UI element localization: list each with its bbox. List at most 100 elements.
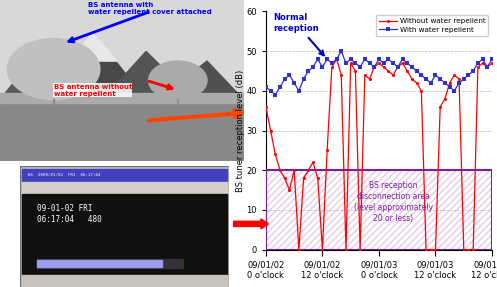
With water repellent xyxy=(362,57,368,61)
Polygon shape xyxy=(102,51,195,100)
With water repellent xyxy=(423,77,429,81)
With water repellent xyxy=(277,85,283,89)
With water repellent xyxy=(414,69,419,73)
Without water repellent xyxy=(286,189,292,192)
Without water repellent xyxy=(432,248,438,251)
With water repellent xyxy=(489,57,495,61)
With water repellent xyxy=(395,65,401,69)
Polygon shape xyxy=(158,61,244,100)
Without water repellent xyxy=(367,77,373,81)
With water repellent xyxy=(291,81,297,85)
Bar xyxy=(0,0,244,100)
Text: Normal
reception: Normal reception xyxy=(273,13,324,55)
With water repellent xyxy=(432,73,438,77)
Polygon shape xyxy=(0,45,92,100)
Bar xyxy=(266,170,492,250)
Bar xyxy=(266,170,492,250)
Without water repellent xyxy=(282,177,288,180)
Y-axis label: BS tuner reception level (dB): BS tuner reception level (dB) xyxy=(236,69,245,192)
With water repellent xyxy=(320,65,326,69)
Without water repellent xyxy=(324,149,330,152)
With water repellent xyxy=(348,57,354,61)
With water repellent xyxy=(475,61,481,65)
Without water repellent xyxy=(272,153,278,156)
With water repellent xyxy=(447,85,453,89)
Without water repellent xyxy=(480,61,486,65)
Without water repellent xyxy=(395,65,401,69)
Bar xyxy=(22,169,227,181)
With water repellent xyxy=(333,57,339,61)
Without water repellent xyxy=(357,248,363,251)
Bar xyxy=(22,182,227,193)
With water repellent xyxy=(442,81,448,85)
With water repellent xyxy=(470,69,476,73)
With water repellent xyxy=(343,61,349,65)
With water repellent xyxy=(437,77,443,81)
Line: With water repellent: With water repellent xyxy=(264,50,494,96)
Without water repellent xyxy=(315,177,321,180)
With water repellent xyxy=(480,57,486,61)
Without water repellent xyxy=(451,73,457,77)
With water repellent xyxy=(338,49,344,53)
Without water repellent xyxy=(338,73,344,77)
With water repellent xyxy=(357,65,363,69)
Circle shape xyxy=(7,38,100,100)
Without water repellent xyxy=(348,61,354,65)
With water repellent xyxy=(296,89,302,93)
With water repellent xyxy=(390,61,396,65)
Without water repellent xyxy=(456,77,462,81)
Without water repellent xyxy=(333,57,339,61)
Circle shape xyxy=(149,61,207,100)
With water repellent xyxy=(371,65,377,69)
With water repellent xyxy=(315,57,321,61)
Without water repellent xyxy=(329,65,335,69)
Without water repellent xyxy=(418,89,424,93)
Line: Without water repellent: Without water repellent xyxy=(264,58,494,251)
Without water repellent xyxy=(466,248,472,251)
Without water repellent xyxy=(320,248,326,251)
Text: BS antenna without
water repellent: BS antenna without water repellent xyxy=(54,84,132,96)
Without water repellent xyxy=(385,69,391,73)
With water repellent xyxy=(324,57,330,61)
Without water repellent xyxy=(310,161,316,164)
Without water repellent xyxy=(437,105,443,108)
Without water repellent xyxy=(371,65,377,69)
Text: 06:17:04   480: 06:17:04 480 xyxy=(37,215,101,224)
Bar xyxy=(22,275,227,287)
With water repellent xyxy=(409,65,415,69)
Without water repellent xyxy=(475,65,481,69)
With water repellent xyxy=(428,81,434,85)
With water repellent xyxy=(385,57,391,61)
With water repellent xyxy=(381,61,387,65)
Bar xyxy=(0,93,244,103)
With water repellent xyxy=(310,65,316,69)
With water repellent xyxy=(352,61,358,65)
Text: BS  2009/01/02  FRI  06:17:04: BS 2009/01/02 FRI 06:17:04 xyxy=(28,173,101,177)
With water repellent xyxy=(272,93,278,97)
Without water repellent xyxy=(376,61,382,65)
With water repellent xyxy=(263,85,269,89)
Bar xyxy=(0,96,244,161)
With water repellent xyxy=(418,73,424,77)
Without water repellent xyxy=(263,105,269,108)
Without water repellent xyxy=(470,248,476,251)
With water repellent xyxy=(286,73,292,77)
Without water repellent xyxy=(381,65,387,69)
Without water repellent xyxy=(489,61,495,65)
Without water repellent xyxy=(423,248,429,251)
FancyBboxPatch shape xyxy=(20,166,229,287)
Polygon shape xyxy=(37,32,146,100)
With water repellent xyxy=(400,57,406,61)
With water repellent xyxy=(301,77,307,81)
Without water repellent xyxy=(291,168,297,172)
With water repellent xyxy=(451,89,457,93)
Without water repellent xyxy=(305,168,311,172)
With water repellent xyxy=(461,77,467,81)
Without water repellent xyxy=(409,77,415,81)
Bar xyxy=(37,259,183,268)
Polygon shape xyxy=(68,32,117,61)
With water repellent xyxy=(367,61,373,65)
Without water repellent xyxy=(390,73,396,77)
Without water repellent xyxy=(296,248,302,251)
Without water repellent xyxy=(277,168,283,172)
